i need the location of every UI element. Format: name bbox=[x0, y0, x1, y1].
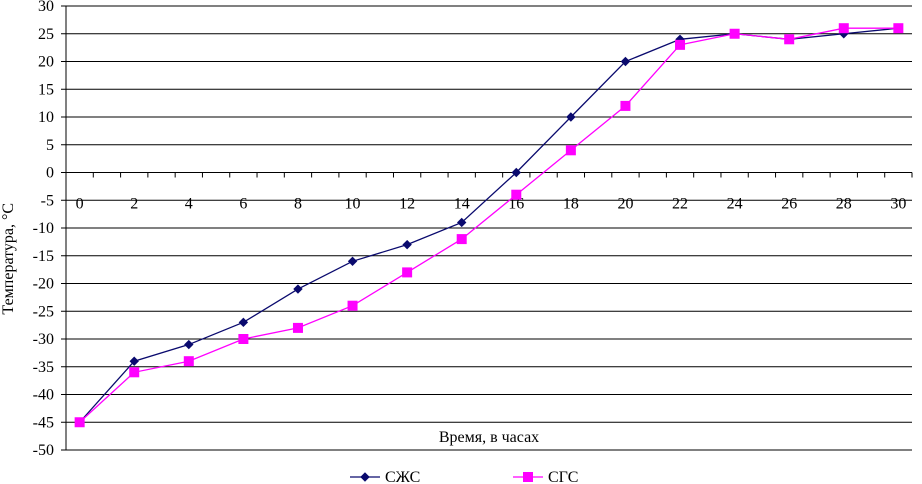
y-tick-label: 30 bbox=[38, 0, 54, 15]
x-tick-label: 14 bbox=[454, 196, 470, 213]
x-tick-label: 18 bbox=[563, 196, 579, 213]
x-tick-label: 10 bbox=[345, 196, 361, 213]
data-point bbox=[184, 339, 194, 350]
data-point bbox=[566, 112, 576, 122]
data-point bbox=[784, 34, 795, 45]
data-point bbox=[565, 145, 576, 156]
data-point bbox=[729, 28, 740, 39]
y-tick-label: 20 bbox=[38, 54, 54, 71]
legend: СЖС СГС bbox=[350, 469, 578, 484]
y-tick-label: 25 bbox=[38, 26, 54, 43]
x-tick-label: 6 bbox=[239, 196, 247, 213]
data-point bbox=[238, 317, 249, 328]
data-point bbox=[456, 234, 467, 245]
x-axis-title: Время, в часах bbox=[439, 429, 539, 446]
data-point bbox=[620, 56, 631, 67]
data-point bbox=[292, 322, 303, 333]
x-tick-label: 0 bbox=[76, 196, 84, 213]
legend-label: СГС bbox=[548, 469, 578, 484]
legend-label: СЖС bbox=[385, 469, 420, 484]
y-tick-label: 15 bbox=[38, 81, 54, 98]
series-1 bbox=[74, 23, 904, 427]
data-point bbox=[511, 167, 521, 178]
series-layer bbox=[74, 23, 904, 428]
x-tick-label: 20 bbox=[617, 196, 633, 213]
data-point bbox=[129, 356, 139, 366]
y-tick-labels: 30 25 20 15 10 5 0 -5 -10 -15 -20 -25 -30 -35 -40 -45 -5… bbox=[33, 0, 66, 459]
x-tick-label: 4 bbox=[185, 196, 193, 213]
data-point bbox=[238, 334, 249, 344]
data-point bbox=[129, 367, 140, 378]
x-tick-label: 2 bbox=[130, 196, 138, 213]
y-tick-label: -45 bbox=[33, 414, 54, 431]
x-tick-label: 16 bbox=[508, 196, 524, 213]
y-tick-label: -50 bbox=[33, 442, 54, 459]
x-tick-label: 24 bbox=[727, 196, 743, 213]
data-point bbox=[838, 23, 849, 34]
legend-item: СЖС bbox=[350, 469, 420, 484]
y-tick-label: -35 bbox=[33, 359, 54, 376]
y-tick-label: 0 bbox=[46, 165, 54, 182]
data-point bbox=[893, 23, 904, 34]
series-line bbox=[79, 27, 899, 423]
y-tick-label: -10 bbox=[33, 220, 54, 237]
y-tick-label: -20 bbox=[33, 276, 54, 293]
data-point bbox=[183, 356, 194, 367]
x-tick-label: 8 bbox=[294, 196, 302, 213]
gridlines bbox=[66, 5, 912, 451]
x-tick-label: 30 bbox=[890, 196, 906, 213]
data-point bbox=[620, 100, 631, 111]
data-point bbox=[74, 417, 85, 428]
data-point bbox=[347, 300, 358, 311]
data-point bbox=[457, 217, 467, 228]
y-tick-label: -5 bbox=[41, 192, 54, 209]
x-tick-labels: 0 2 4 6 8 10 12 14 16 18 20 22 24 26 28 30 bbox=[65, 172, 913, 213]
x-tick-label: 12 bbox=[399, 196, 415, 213]
y-tick-label: -30 bbox=[33, 331, 54, 348]
data-point bbox=[293, 284, 303, 294]
data-point bbox=[402, 239, 412, 250]
data-point bbox=[511, 189, 522, 200]
y-tick-label: -15 bbox=[33, 248, 54, 265]
x-tick-label: 26 bbox=[781, 196, 797, 213]
y-tick-label: -40 bbox=[33, 387, 54, 404]
x-tick-label: 28 bbox=[836, 196, 852, 213]
y-tick-label: 5 bbox=[46, 137, 54, 154]
legend-marker bbox=[523, 472, 533, 482]
legend-marker bbox=[360, 472, 370, 482]
y-tick-label: 10 bbox=[38, 109, 54, 126]
data-point bbox=[675, 39, 686, 50]
data-point bbox=[347, 256, 358, 267]
legend-item: СГС bbox=[513, 469, 578, 484]
series-2 bbox=[74, 23, 904, 428]
y-tick-label: -25 bbox=[33, 303, 54, 320]
x-tick-label: 22 bbox=[672, 196, 688, 213]
series-line bbox=[79, 27, 899, 423]
data-point bbox=[402, 267, 413, 278]
y-axis-title: Температура, °С bbox=[0, 203, 17, 315]
